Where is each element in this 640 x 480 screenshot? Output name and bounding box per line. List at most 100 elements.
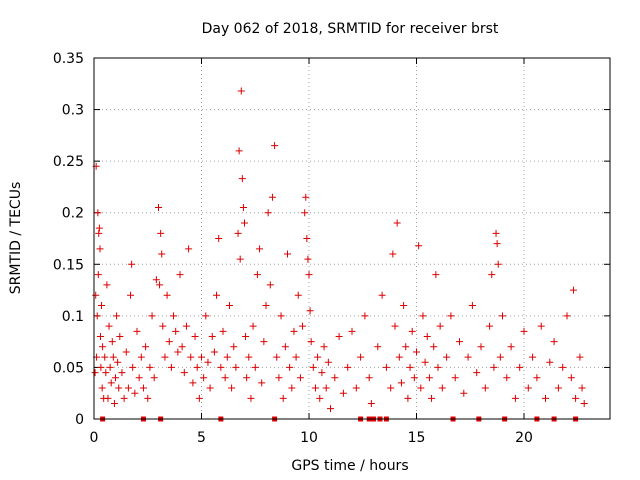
data-point <box>170 312 178 320</box>
data-point <box>97 363 105 371</box>
data-point <box>324 358 332 366</box>
data-point <box>311 384 319 392</box>
data-point <box>159 322 167 330</box>
data-point <box>94 209 102 217</box>
data-point <box>393 219 401 227</box>
data-point <box>503 374 511 382</box>
data-point <box>344 363 352 371</box>
data-point <box>404 394 412 402</box>
data-point <box>180 369 188 377</box>
data-point <box>225 302 233 310</box>
data-point <box>158 250 166 258</box>
data-point <box>542 394 549 402</box>
data-point <box>348 327 356 335</box>
data-point <box>146 363 154 371</box>
data-point <box>481 384 489 392</box>
data-point <box>569 286 577 294</box>
data-point <box>490 363 498 371</box>
data-point <box>580 400 588 408</box>
data-point <box>408 327 416 335</box>
data-point <box>477 343 485 351</box>
data-point <box>277 312 285 320</box>
y-tick-label: 0.15 <box>53 257 84 273</box>
data-point <box>292 353 300 361</box>
data-point <box>103 281 111 289</box>
data-point <box>533 374 541 382</box>
data-point <box>279 394 287 402</box>
data-point <box>193 363 201 371</box>
data-point <box>251 363 259 371</box>
plot-frame <box>93 57 611 420</box>
data-point <box>228 384 236 392</box>
data-point <box>492 229 500 237</box>
data-point <box>150 374 158 382</box>
data-point <box>95 224 103 232</box>
data-point <box>563 312 571 320</box>
data-point <box>96 245 104 253</box>
data-point <box>104 394 112 402</box>
data-point <box>108 338 116 346</box>
data-point <box>223 353 231 361</box>
data-point <box>361 312 369 320</box>
data-point <box>400 302 408 310</box>
data-point <box>172 327 180 335</box>
data-point <box>434 363 442 371</box>
data-point <box>430 343 438 351</box>
data-point <box>559 363 567 371</box>
data-point <box>239 204 247 212</box>
data-point <box>178 343 186 351</box>
chart-title: Day 062 of 2018, SRMTID for receiver brs… <box>202 21 499 37</box>
data-point <box>572 394 580 402</box>
y-tick-label: 0 <box>75 412 84 428</box>
data-point <box>352 384 360 392</box>
data-point <box>320 343 328 351</box>
data-point <box>488 271 496 279</box>
x-tick-label: 10 <box>300 430 318 446</box>
data-point <box>232 363 240 371</box>
data-point <box>144 394 152 402</box>
data-point <box>374 343 382 351</box>
data-point <box>101 353 109 361</box>
data-point <box>114 358 122 366</box>
data-point <box>309 363 317 371</box>
data-point <box>116 332 124 340</box>
data-point <box>249 322 257 330</box>
x-tick-label: 0 <box>90 430 99 446</box>
data-point <box>335 332 343 340</box>
data-point <box>516 363 524 371</box>
data-point <box>120 394 128 402</box>
data-point <box>217 363 225 371</box>
data-point <box>438 384 446 392</box>
data-point <box>230 343 238 351</box>
data-point <box>256 245 264 253</box>
data-point <box>382 363 390 371</box>
data-point <box>307 338 315 346</box>
data-point <box>161 353 169 361</box>
data-point <box>93 312 101 320</box>
y-tick-label: 0.2 <box>62 206 84 222</box>
data-point <box>185 245 193 253</box>
data-point <box>286 363 294 371</box>
data-point <box>524 384 532 392</box>
data-point <box>451 374 459 382</box>
data-point <box>94 271 102 279</box>
data-point <box>137 353 145 361</box>
data-point <box>167 363 175 371</box>
data-point <box>124 384 132 392</box>
data-point <box>447 312 455 320</box>
data-point <box>200 374 208 382</box>
data-point <box>410 374 418 382</box>
data-point <box>91 369 99 377</box>
data-point <box>187 353 195 361</box>
x-tick-label: 20 <box>515 430 533 446</box>
data-point <box>148 312 156 320</box>
data-point <box>260 338 268 346</box>
data-point <box>98 302 106 310</box>
data-point <box>118 369 126 377</box>
y-tick-label: 0.25 <box>53 154 84 170</box>
data-point <box>288 384 296 392</box>
data-point <box>303 235 311 242</box>
data-point <box>122 348 130 356</box>
data-point <box>243 374 251 382</box>
data-point <box>210 348 218 356</box>
